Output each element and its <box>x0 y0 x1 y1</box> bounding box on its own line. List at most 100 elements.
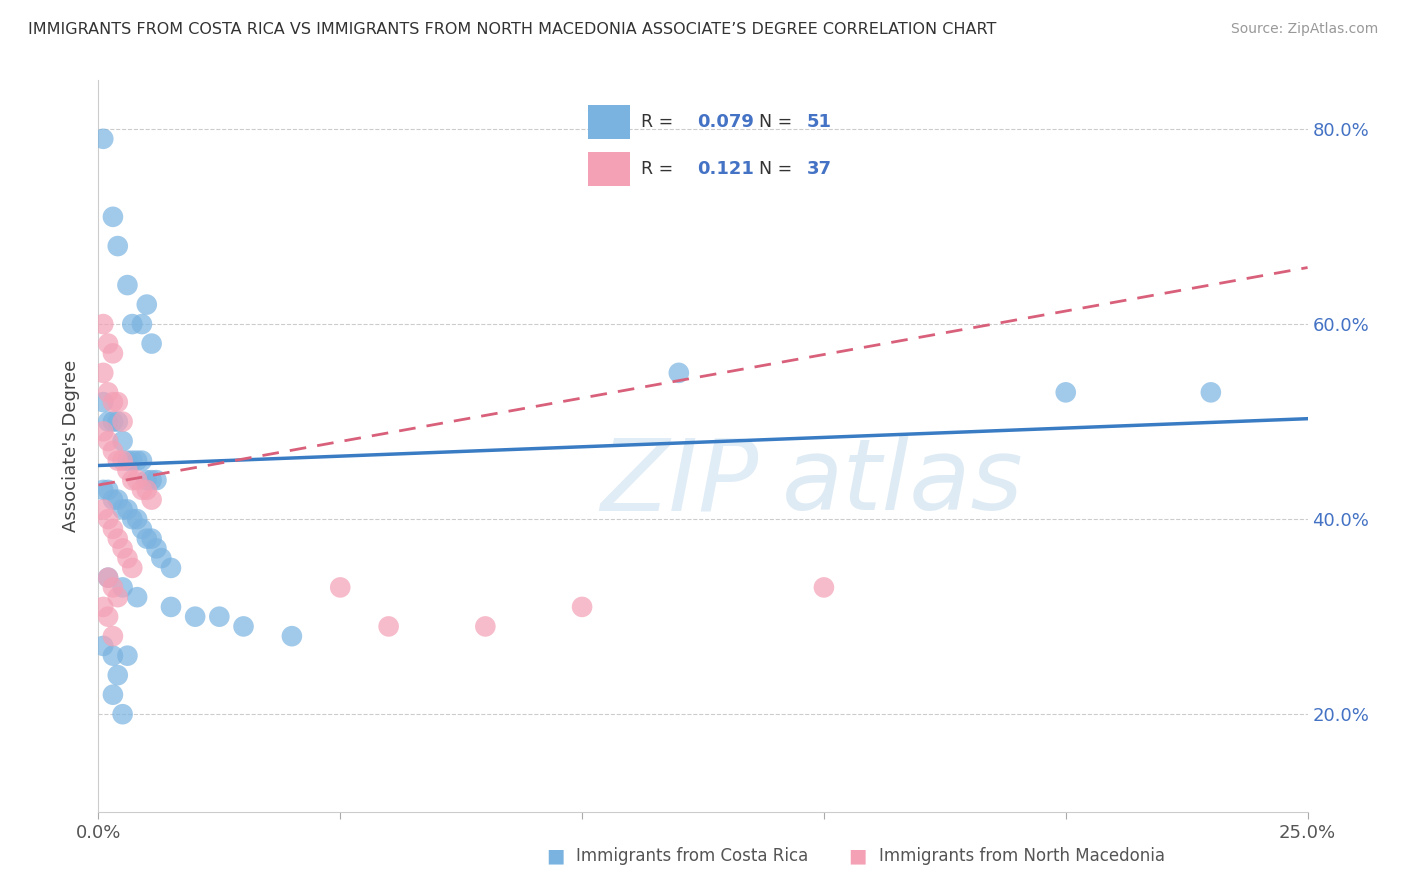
Point <box>111 541 134 556</box>
Point <box>111 415 134 429</box>
Point <box>111 502 134 516</box>
Point <box>101 522 124 536</box>
Bar <box>588 105 630 139</box>
Text: 51: 51 <box>807 113 832 131</box>
Point <box>101 395 124 409</box>
Point <box>184 609 207 624</box>
Point <box>107 532 129 546</box>
Point <box>107 668 129 682</box>
Text: 37: 37 <box>807 160 832 178</box>
Point <box>127 512 149 526</box>
Point <box>141 473 163 487</box>
Point <box>127 590 149 604</box>
Point <box>91 366 114 380</box>
Point <box>97 483 120 497</box>
Point <box>107 395 129 409</box>
Point <box>131 453 153 467</box>
Point <box>121 317 143 331</box>
Text: atlas: atlas <box>782 434 1024 531</box>
Point <box>1199 385 1222 400</box>
Point <box>101 492 124 507</box>
Text: ZIP: ZIP <box>600 434 758 531</box>
Point <box>141 336 163 351</box>
Point <box>107 415 129 429</box>
Point <box>111 453 134 467</box>
Point <box>377 619 399 633</box>
Point <box>145 473 167 487</box>
Text: R =: R = <box>641 160 679 178</box>
Point <box>101 210 124 224</box>
Y-axis label: Associate's Degree: Associate's Degree <box>62 359 80 533</box>
Point <box>121 561 143 575</box>
Point <box>101 415 124 429</box>
Point <box>232 619 254 633</box>
Text: Source: ZipAtlas.com: Source: ZipAtlas.com <box>1230 22 1378 37</box>
Point <box>97 415 120 429</box>
Point <box>571 599 593 614</box>
Point <box>127 453 149 467</box>
Point <box>101 629 124 643</box>
Point <box>160 561 183 575</box>
Point <box>131 483 153 497</box>
Point <box>91 317 114 331</box>
Point <box>97 434 120 449</box>
Point <box>135 483 157 497</box>
Point <box>97 385 120 400</box>
Bar <box>588 153 630 186</box>
Point <box>101 581 124 595</box>
Point <box>101 688 124 702</box>
Point <box>131 317 153 331</box>
Point <box>107 453 129 467</box>
Point <box>1054 385 1077 400</box>
Point <box>101 648 124 663</box>
Point <box>117 502 139 516</box>
Point <box>97 571 120 585</box>
Point <box>813 581 835 595</box>
Point <box>117 648 139 663</box>
Point <box>474 619 496 633</box>
Text: 0.079: 0.079 <box>697 113 754 131</box>
Text: N =: N = <box>759 160 799 178</box>
Point <box>91 395 114 409</box>
Point <box>145 541 167 556</box>
Point <box>91 483 114 497</box>
Point <box>141 532 163 546</box>
Point <box>150 551 173 566</box>
Point <box>117 278 139 293</box>
Point <box>121 473 143 487</box>
Point <box>101 346 124 360</box>
Point <box>668 366 690 380</box>
Point <box>281 629 304 643</box>
Point <box>107 590 129 604</box>
Point <box>97 512 120 526</box>
Point <box>135 297 157 311</box>
Point <box>121 453 143 467</box>
Text: IMMIGRANTS FROM COSTA RICA VS IMMIGRANTS FROM NORTH MACEDONIA ASSOCIATE’S DEGREE: IMMIGRANTS FROM COSTA RICA VS IMMIGRANTS… <box>28 22 997 37</box>
Text: ■: ■ <box>546 847 565 865</box>
Point <box>127 473 149 487</box>
Point <box>107 492 129 507</box>
Point <box>135 473 157 487</box>
Point <box>117 463 139 477</box>
Text: ■: ■ <box>848 847 868 865</box>
Point <box>107 239 129 253</box>
Text: 0.121: 0.121 <box>697 160 754 178</box>
Point <box>97 609 120 624</box>
Point <box>91 599 114 614</box>
Text: Immigrants from North Macedonia: Immigrants from North Macedonia <box>879 847 1164 865</box>
Point <box>97 571 120 585</box>
Point <box>121 512 143 526</box>
Point <box>117 453 139 467</box>
Point <box>91 425 114 439</box>
Point <box>91 639 114 653</box>
Point <box>135 532 157 546</box>
Point <box>141 492 163 507</box>
Text: Immigrants from Costa Rica: Immigrants from Costa Rica <box>576 847 808 865</box>
Point <box>91 502 114 516</box>
Text: R =: R = <box>641 113 679 131</box>
Point <box>131 522 153 536</box>
Point <box>111 707 134 722</box>
Point <box>329 581 352 595</box>
Point <box>160 599 183 614</box>
Point <box>117 551 139 566</box>
